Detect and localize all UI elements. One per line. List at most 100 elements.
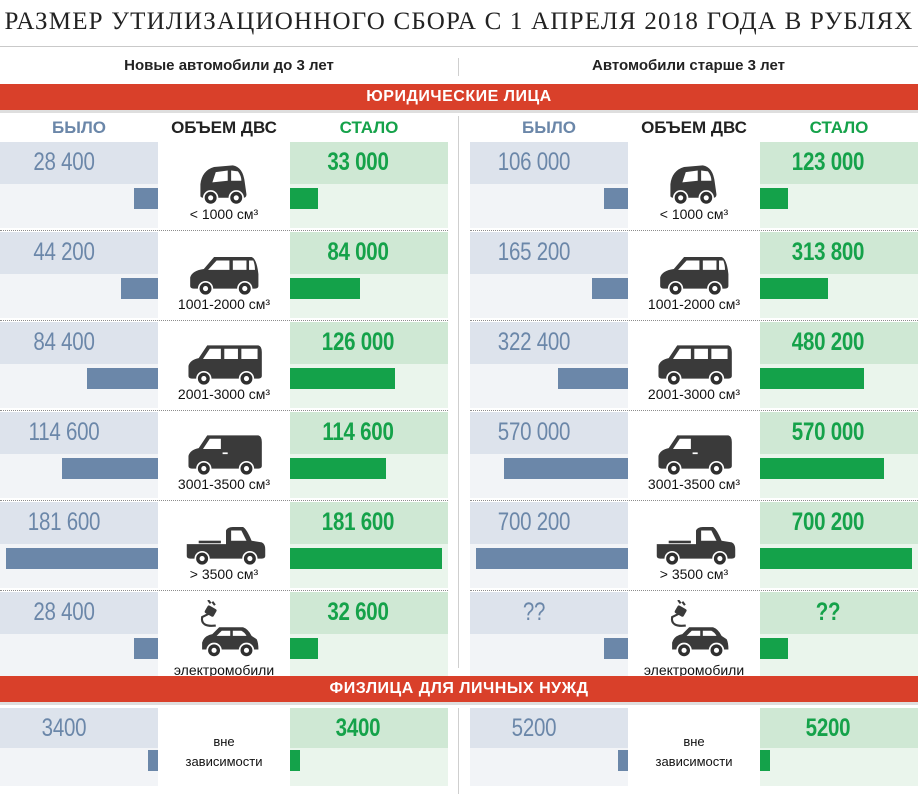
value-now-old-5: ?? [815,598,841,626]
cell-now-new-4 [290,502,448,544]
private-category-line2-0: зависимости [185,754,263,769]
private-cell-was-0 [0,708,158,748]
volume-label-new-3: 3001-3500 см³ [177,476,271,492]
private-cell-now-bar-0 [290,748,448,786]
cargo-van-icon [176,420,276,478]
value-now-old-4: 700 200 [791,508,865,536]
private-cell-now-1 [760,708,918,748]
header-volume-new: ОБЪЕМ ДВС [171,118,277,137]
row-separator-old-3 [470,500,918,501]
pickup-truck-icon-graphic [656,527,736,567]
bar-now-new-4 [290,548,442,569]
value-now-new-4: 181 600 [321,508,395,536]
pickup-truck-icon [646,510,746,568]
header-now-new: СТАЛО [339,118,399,137]
pickup-truck-icon [176,510,276,568]
cell-was-new-2 [0,322,158,364]
cell-now-old-1 [760,232,918,274]
van-icon-graphic [188,345,262,387]
volume-label-new-4: > 3500 см³ [189,566,259,582]
row-separator-old-0 [470,230,918,231]
private-bar-was-1 [618,750,628,771]
cell-now-old-0 [760,142,918,184]
header-volume-old: ОБЪЕМ ДВС [641,118,747,137]
microcar-icon [646,150,746,208]
private-bar-was-0 [148,750,158,771]
cell-was-old-5 [470,592,628,634]
volume-label-old-5: электромобили [643,662,745,678]
value-now-old-1: 313 800 [791,238,865,266]
bar-was-new-4 [6,548,158,569]
private-value-was-0: 3400 [41,714,87,742]
row-separator-old-2 [470,410,918,411]
van-icon [646,330,746,388]
cargo-van-icon [646,420,746,478]
private-category-line2-1: зависимости [655,754,733,769]
bar-now-old-5 [760,638,788,659]
bar-was-new-2 [87,368,158,389]
cell-now-old-2 [760,322,918,364]
van-icon-graphic [658,345,732,387]
value-now-old-0: 123 000 [791,148,865,176]
row-separator-old-1 [470,320,918,321]
cell-now-new-0 [290,142,448,184]
private-cell-was-bar-1 [470,748,628,786]
header-was-new: БЫЛО [51,118,106,137]
volume-label-old-1: 1001-2000 см³ [647,296,741,312]
band-legal: ЮРИДИЧЕСКИЕ ЛИЦА [0,84,918,110]
cell-was-old-1 [470,232,628,274]
title-rule [0,46,918,47]
bar-was-new-1 [121,278,158,299]
bar-was-old-1 [592,278,628,299]
bar-now-old-1 [760,278,828,299]
cell-was-old-0 [470,142,628,184]
minivan-icon [176,240,276,298]
page-title: РАЗМЕР УТИЛИЗАЦИОННОГО СБОРА С 1 АПРЕЛЯ … [4,8,914,35]
volume-label-new-2: 2001-3000 см³ [177,386,271,402]
cell-was-new-1 [0,232,158,274]
private-value-was-1: 5200 [511,714,557,742]
bar-was-old-2 [558,368,628,389]
value-was-old-1: 165 200 [497,238,571,266]
value-now-new-1: 84 000 [327,238,389,266]
value-now-new-2: 126 000 [321,328,395,356]
section-title-new: Новые автомобили до 3 лет [124,57,334,74]
bar-was-old-5 [604,638,628,659]
band-private-shadow [0,702,918,705]
row-separator-new-0 [0,230,448,231]
private-category-line1-0: вне [213,734,235,749]
cell-was-bar-new-0 [0,184,158,228]
row-separator-old-4 [470,590,918,591]
cell-was-bar-old-0 [470,184,628,228]
cell-was-bar-old-5 [470,634,628,678]
cell-was-old-2 [470,322,628,364]
header-now-old: СТАЛО [809,118,869,137]
cell-now-old-5 [760,592,918,634]
value-was-new-2: 84 400 [33,328,95,356]
value-was-old-4: 700 200 [497,508,571,536]
bar-now-new-5 [290,638,318,659]
value-was-new-0: 28 400 [33,148,95,176]
microcar-icon [176,150,276,208]
bar-was-new-5 [134,638,158,659]
microcar-icon-graphic [670,165,717,206]
private-cell-was-1 [470,708,628,748]
band-legal-shadow [0,110,918,113]
minivan-icon-graphic [660,257,729,297]
value-was-new-5: 28 400 [33,598,95,626]
row-separator-new-2 [0,410,448,411]
microcar-icon-graphic [200,165,247,206]
band-private: ФИЗЛИЦА ДЛЯ ЛИЧНЫХ НУЖД [0,676,918,702]
electric-car-icon-graphic [670,599,729,658]
section-title-old: Автомобили старше 3 лет [592,57,785,74]
cell-was-new-4 [0,502,158,544]
minivan-icon [646,240,746,298]
bar-now-new-2 [290,368,395,389]
van-icon [176,330,276,388]
cell-was-old-4 [470,502,628,544]
cargo-van-icon-graphic [188,435,262,477]
bar-now-new-0 [290,188,318,209]
volume-label-new-1: 1001-2000 см³ [177,296,271,312]
cell-now-new-5 [290,592,448,634]
volume-label-old-4: > 3500 см³ [659,566,729,582]
